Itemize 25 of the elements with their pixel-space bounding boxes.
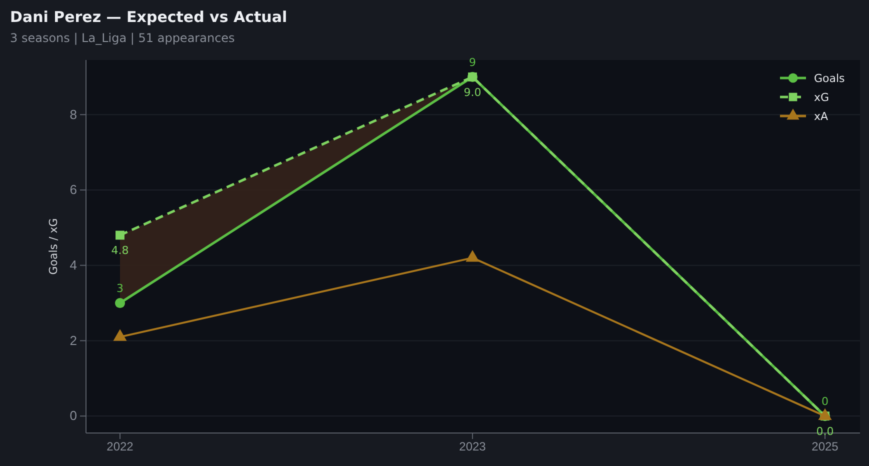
point [116,230,124,240]
legend-label: xA [814,110,829,123]
point [113,329,127,341]
point [818,408,832,420]
chart-title: Dani Perez — Expected vs Actual [10,8,288,26]
data-label: 0 [822,395,828,408]
x-tick-label: 2022 [106,440,134,454]
y-tick-label: 8 [70,106,77,122]
y-tick-label: 0 [70,408,77,424]
legend-label: Goals [814,72,846,85]
chart-subtitle: 3 seasons | La_Liga | 51 appearances [10,31,235,45]
y-tick-label: 4 [70,258,77,272]
x-tick-label: 2025 [812,440,839,454]
point [466,250,480,262]
data-label: 0.0 [816,425,834,438]
x-tick-label: 2023 [459,440,486,454]
data-label: 9.0 [464,86,482,99]
data-label: 9 [469,56,476,69]
y-tick-label: 2 [70,332,77,348]
legend-label: xG [814,91,830,104]
data-label: 3 [116,282,124,296]
data-label: 4.8 [111,244,129,258]
y-axis-title: Goals / xG [47,218,60,275]
y-tick-label: 6 [70,182,77,198]
point [114,298,126,308]
